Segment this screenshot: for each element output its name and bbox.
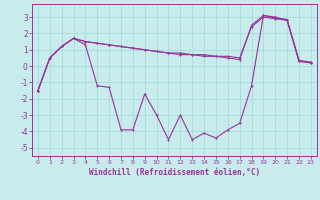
X-axis label: Windchill (Refroidissement éolien,°C): Windchill (Refroidissement éolien,°C) bbox=[89, 168, 260, 177]
